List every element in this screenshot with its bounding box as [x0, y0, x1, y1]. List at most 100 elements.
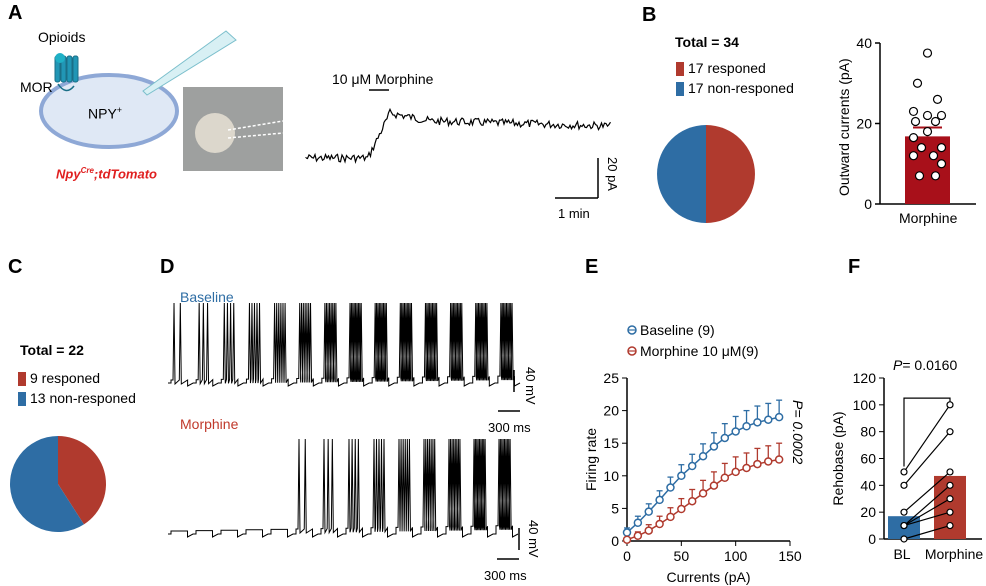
data-point — [930, 171, 941, 181]
data-point — [912, 78, 923, 88]
x-tick-label: Morphine — [925, 546, 984, 562]
current-trace — [305, 89, 612, 199]
genotype-label: NpyCre;tdTomato — [56, 166, 157, 182]
pie-c-legend-2: 13 non-responed — [18, 390, 136, 407]
data-point — [633, 531, 643, 541]
baseline-label: Baseline — [180, 289, 234, 305]
data-point — [687, 461, 697, 471]
data-point — [753, 418, 762, 427]
x-tick-label: 0 — [623, 548, 631, 564]
pie-slice — [58, 436, 106, 525]
d-scale-t1: 300 ms — [488, 420, 531, 435]
data-point — [666, 483, 675, 492]
data-point — [655, 495, 664, 505]
data-point — [720, 433, 730, 443]
d-scale-v2: 40 mV — [526, 520, 541, 558]
data-point — [720, 473, 730, 483]
panel-label-c: C — [8, 256, 23, 278]
line-chart-e: 0 5 10 15 20 25 0 50 100 150 Currents (pA) Firing r… — [583, 325, 802, 585]
data-point — [922, 126, 933, 137]
data-point — [633, 518, 643, 527]
y-tick-label: 25 — [603, 370, 619, 386]
data-point — [774, 455, 784, 464]
pipette-icon — [142, 30, 237, 96]
data-point — [622, 528, 632, 537]
mor-label: MOR — [20, 79, 53, 95]
data-point — [936, 159, 947, 169]
data-point — [928, 151, 939, 161]
morphine-label: Morphine — [180, 416, 239, 432]
e-legend-2: Morphine 10 μM(9) — [640, 343, 759, 359]
pair-line — [903, 511, 951, 527]
data-point — [900, 508, 908, 516]
data-point — [709, 442, 719, 451]
y-tick-label: 80 — [860, 424, 876, 440]
data-point — [900, 481, 908, 489]
data-point — [687, 496, 697, 506]
data-point — [698, 451, 708, 461]
data-point — [908, 106, 919, 117]
f-pvalue: P= 0.0160 — [893, 357, 958, 373]
y-tick-label: 5 — [611, 500, 619, 516]
data-point — [731, 467, 740, 477]
data-point — [622, 535, 632, 544]
scale-label-time: 1 min — [558, 206, 590, 221]
data-point — [644, 526, 653, 535]
baseline-trace — [168, 302, 521, 387]
y-axis-label: Rehobase (pA) — [830, 411, 846, 505]
data-point — [774, 412, 784, 422]
y-tick-label: 20 — [603, 403, 619, 419]
pie-c-total: Total = 22 — [20, 342, 84, 358]
pair-line — [903, 525, 951, 540]
pair-line — [903, 431, 951, 486]
pair-line — [903, 498, 951, 527]
y-tick-label: 20 — [860, 504, 876, 520]
cell-diagram — [39, 30, 284, 171]
data-point — [946, 481, 954, 489]
pie-chart-b — [657, 125, 755, 223]
data-point — [698, 489, 708, 498]
d-scale-t2: 300 ms — [484, 568, 527, 583]
data-point — [914, 171, 925, 181]
data-point — [916, 143, 927, 153]
data-point — [677, 504, 686, 514]
data-point — [709, 481, 719, 490]
data-point — [644, 507, 653, 516]
bar-b-ylabel: Outward currents (pA) — [836, 58, 852, 196]
data-point — [742, 463, 751, 473]
data-point — [900, 535, 908, 543]
data-point — [936, 143, 947, 153]
data-point — [677, 471, 686, 481]
panel-label-b: B — [642, 4, 657, 26]
x-tick-label: 50 — [674, 548, 690, 564]
pie-chart-c — [9, 436, 106, 533]
data-point — [922, 48, 933, 58]
data-point — [930, 116, 941, 127]
data-point — [910, 116, 921, 127]
morphine-trace — [168, 438, 519, 538]
data-point — [742, 421, 751, 431]
data-point — [753, 459, 762, 469]
data-point — [908, 151, 919, 161]
y-tick-label: 0 — [864, 196, 872, 212]
opioids-label: Opioids — [38, 29, 86, 45]
e-legend-1: Baseline (9) — [640, 322, 715, 338]
panel-label-f: F — [848, 256, 861, 278]
e-pvalue: P= 0.0002 — [790, 400, 806, 465]
data-point — [946, 508, 954, 516]
significance-bracket — [903, 397, 951, 467]
drug-label: 10 μM Morphine — [332, 71, 434, 87]
y-tick-label: 100 — [853, 397, 877, 413]
data-point — [900, 521, 908, 530]
y-tick-label: 0 — [611, 533, 619, 549]
panel-label-e: E — [585, 256, 599, 278]
x-axis-label: Currents (pA) — [666, 569, 750, 585]
data-point — [946, 468, 954, 476]
data-point — [946, 495, 954, 503]
data-point — [764, 415, 773, 424]
y-tick-label: 40 — [856, 35, 872, 51]
y-tick-label: 0 — [868, 531, 876, 547]
data-point — [936, 110, 947, 121]
scale-label-current: 20 pA — [605, 157, 620, 191]
